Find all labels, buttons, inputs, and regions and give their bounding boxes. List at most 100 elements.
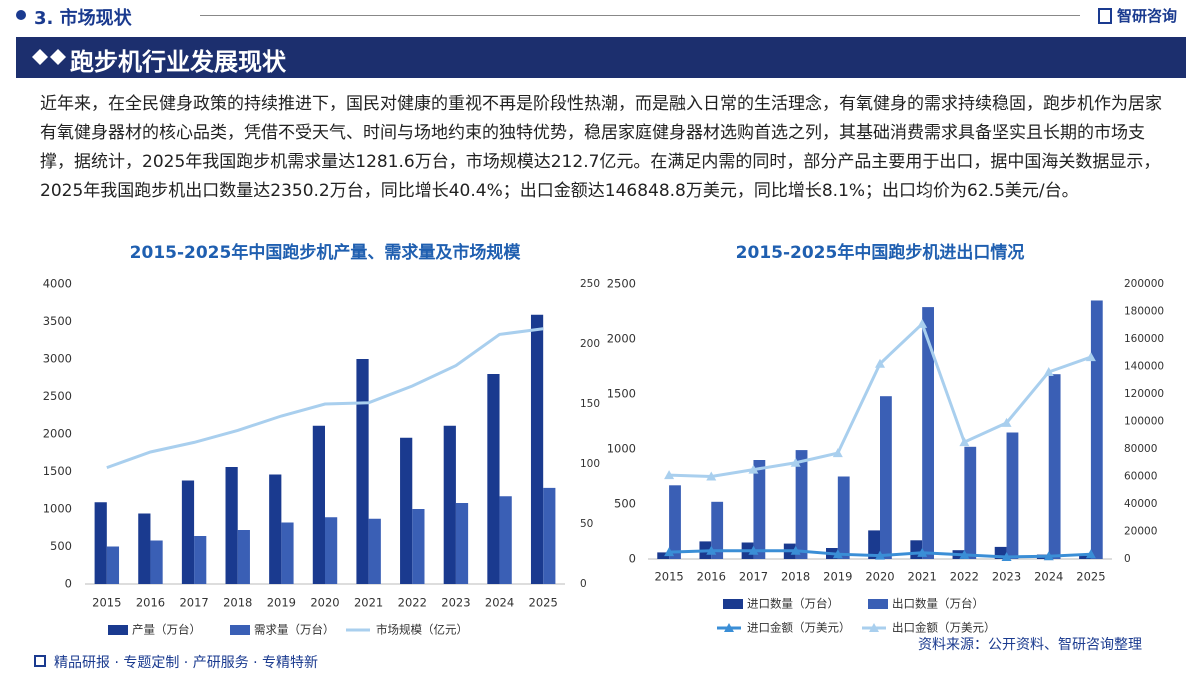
x-tick-label: 2016 bbox=[136, 596, 165, 610]
bar bbox=[138, 513, 151, 584]
x-tick-label: 2022 bbox=[950, 570, 979, 584]
x-tick-label: 2017 bbox=[179, 596, 208, 610]
y2-tick-label: 50 bbox=[580, 518, 593, 530]
bar bbox=[1079, 555, 1091, 559]
marker bbox=[706, 545, 717, 555]
marker bbox=[875, 358, 885, 368]
x-tick-label: 2025 bbox=[529, 596, 558, 610]
x-tick-label: 2019 bbox=[823, 570, 852, 584]
bar bbox=[868, 530, 880, 559]
x-tick-label: 2019 bbox=[267, 596, 296, 610]
bar bbox=[368, 518, 381, 584]
marker bbox=[1001, 551, 1012, 561]
y2-tick-label: 180000 bbox=[1124, 306, 1164, 318]
marker bbox=[959, 437, 970, 447]
y-tick-label: 1500 bbox=[43, 464, 72, 478]
marker bbox=[790, 457, 801, 467]
y-tick-label: 1000 bbox=[43, 502, 72, 516]
line bbox=[106, 327, 544, 470]
bar bbox=[1090, 300, 1103, 559]
y-tick-label: 3000 bbox=[43, 352, 72, 366]
y2-tick-label: 100 bbox=[580, 458, 600, 470]
bar bbox=[325, 517, 338, 584]
legend-swatch bbox=[723, 599, 743, 609]
source: 资料来源：公开资料、智研咨询整理 bbox=[918, 637, 1142, 653]
bar bbox=[910, 540, 923, 559]
marker bbox=[790, 545, 801, 555]
chart-title: 2015-2025年中国跑步机产量、需求量及市场规模 bbox=[130, 242, 522, 263]
bar bbox=[753, 460, 766, 559]
x-tick-label: 2021 bbox=[354, 596, 383, 610]
x-tick-label: 2015 bbox=[92, 596, 121, 610]
bar bbox=[281, 522, 294, 584]
marker bbox=[706, 471, 717, 481]
y2-tick-label: 0 bbox=[1124, 553, 1131, 565]
legend-swatch bbox=[230, 625, 250, 635]
bar bbox=[499, 496, 512, 584]
marker bbox=[1001, 417, 1012, 427]
bar bbox=[795, 450, 808, 559]
title-icon bbox=[32, 49, 66, 65]
bar bbox=[530, 314, 544, 584]
y2-tick-label: 120000 bbox=[1124, 388, 1164, 400]
x-tick-label: 2017 bbox=[739, 570, 768, 584]
bar bbox=[922, 307, 934, 559]
y2-tick-label: 140000 bbox=[1124, 361, 1164, 373]
marker bbox=[1043, 551, 1054, 561]
title-bar: 跑步机行业发展现状 bbox=[16, 37, 1186, 78]
bar bbox=[443, 425, 456, 584]
marker bbox=[959, 549, 970, 559]
footer-icon bbox=[34, 655, 46, 667]
x-tick-label: 2025 bbox=[1076, 570, 1105, 584]
bar bbox=[711, 501, 724, 559]
marker bbox=[664, 470, 675, 480]
marker bbox=[748, 545, 759, 555]
y-tick-label: 2500 bbox=[607, 277, 636, 291]
y-tick-label: 0 bbox=[65, 577, 72, 591]
x-tick-label: 2022 bbox=[398, 596, 427, 610]
bar bbox=[356, 359, 369, 584]
section-title: 3. 市场现状 bbox=[34, 8, 132, 29]
bar bbox=[225, 467, 238, 584]
marker bbox=[917, 318, 928, 328]
legend-swatch bbox=[869, 623, 879, 632]
marker bbox=[1085, 549, 1096, 559]
bar bbox=[994, 546, 1007, 559]
x-tick-label: 2015 bbox=[654, 570, 683, 584]
legend-label: 进口金额（万美元） bbox=[747, 621, 851, 635]
bar bbox=[964, 446, 977, 559]
marker bbox=[917, 547, 928, 557]
legend-label: 需求量（万台） bbox=[254, 623, 335, 637]
y-tick-label: 2000 bbox=[607, 332, 636, 346]
logo-icon bbox=[1098, 8, 1112, 24]
y2-tick-label: 160000 bbox=[1124, 333, 1164, 345]
bar bbox=[657, 552, 670, 559]
bar bbox=[412, 509, 425, 584]
y2-tick-label: 250 bbox=[580, 278, 600, 290]
marker bbox=[1085, 352, 1096, 362]
x-tick-label: 2024 bbox=[485, 596, 514, 610]
bar bbox=[1048, 374, 1061, 559]
legend-swatch bbox=[108, 625, 128, 635]
legend-label: 进口数量（万台） bbox=[747, 597, 839, 611]
y2-tick-label: 40000 bbox=[1124, 498, 1157, 510]
marker bbox=[664, 547, 675, 557]
bar bbox=[455, 503, 469, 584]
x-tick-label: 2018 bbox=[781, 570, 810, 584]
bar bbox=[400, 437, 413, 584]
x-tick-label: 2020 bbox=[310, 596, 339, 610]
dot bbox=[16, 10, 26, 20]
y2-tick-label: 200 bbox=[580, 338, 600, 350]
marker bbox=[832, 549, 843, 559]
y-tick-label: 2000 bbox=[43, 427, 72, 441]
chart-title: 2015-2025年中国跑步机进出口情况 bbox=[736, 242, 1025, 263]
y-tick-label: 500 bbox=[614, 497, 636, 511]
y-tick-label: 4000 bbox=[43, 277, 72, 291]
y-tick-label: 500 bbox=[50, 539, 72, 553]
marker bbox=[832, 448, 843, 458]
bar bbox=[181, 480, 195, 584]
logo: 智研咨询 bbox=[1117, 7, 1178, 25]
marker bbox=[875, 550, 885, 560]
